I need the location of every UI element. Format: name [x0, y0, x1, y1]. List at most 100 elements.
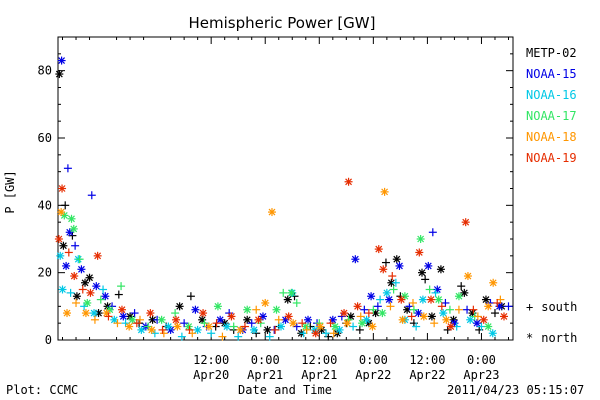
data-point-noaa-19-south — [298, 319, 307, 328]
data-point-noaa-18-south — [159, 329, 168, 338]
data-point-noaa-18-south — [72, 298, 81, 307]
data-point-noaa-18-south — [113, 319, 122, 328]
data-point-metp-02-south — [61, 201, 70, 210]
data-point-noaa-15-north — [119, 312, 128, 321]
x-tick-time-label: 12:00 — [301, 353, 337, 367]
data-point-noaa-16-north — [439, 309, 448, 318]
y-tick-label: 80 — [38, 64, 52, 78]
data-point-noaa-15-north — [57, 56, 66, 65]
data-point-noaa-16-north — [335, 325, 344, 334]
data-point-noaa-15-south — [441, 298, 450, 307]
data-point-noaa-15-north — [395, 261, 404, 270]
data-point-noaa-19-south — [407, 312, 416, 321]
data-point-noaa-16-south — [376, 295, 385, 304]
data-point-noaa-19-north — [146, 309, 155, 318]
data-point-noaa-15-south — [405, 302, 414, 311]
data-point-metp-02-south — [421, 275, 430, 284]
data-point-noaa-19-south — [158, 325, 167, 334]
data-point-noaa-19-north — [284, 312, 293, 321]
data-point-noaa-16-north — [110, 315, 119, 324]
y-tick-label: 0 — [45, 333, 52, 347]
data-point-metp-02-south — [114, 290, 123, 299]
data-point-noaa-17-south — [389, 285, 398, 294]
data-point-noaa-19-south — [437, 302, 446, 311]
marker-legend-label: south — [541, 300, 577, 314]
data-point-noaa-18-north — [316, 322, 325, 331]
data-point-noaa-17-south — [409, 305, 418, 314]
data-point-noaa-17-north — [69, 224, 78, 233]
data-point-noaa-19-north — [427, 295, 436, 304]
data-point-metp-02-south — [490, 309, 499, 318]
x-tick-time-label: 12:00 — [409, 353, 445, 367]
data-point-noaa-19-south — [364, 309, 373, 318]
data-point-noaa-15-north — [258, 312, 267, 321]
data-point-noaa-16-north — [222, 322, 231, 331]
data-point-noaa-15-north — [472, 319, 481, 328]
data-point-noaa-15-north — [191, 305, 200, 314]
data-point-noaa-15-north — [77, 265, 86, 274]
data-point-noaa-18-south — [473, 312, 482, 321]
data-point-metp-02-south — [211, 322, 220, 331]
data-point-noaa-15-south — [504, 302, 513, 311]
x-tick-date-label: Apr22 — [409, 368, 445, 382]
data-point-noaa-19-south — [78, 285, 87, 294]
data-point-noaa-15-south — [63, 164, 72, 173]
data-point-noaa-16-north — [193, 325, 202, 334]
data-point-noaa-17-north — [454, 292, 463, 301]
data-point-noaa-16-north — [488, 329, 497, 338]
data-point-noaa-17-north — [484, 322, 493, 331]
data-point-noaa-18-south — [302, 325, 311, 334]
data-point-noaa-16-north — [137, 325, 146, 334]
data-point-metp-02-north — [427, 312, 436, 321]
data-point-noaa-17-south — [200, 319, 209, 328]
data-point-noaa-17-south — [96, 295, 105, 304]
data-point-noaa-17-south — [279, 288, 288, 297]
data-point-metp-02-north — [418, 268, 426, 277]
data-point-noaa-18-south — [329, 329, 338, 338]
legend-entry-noaa-18: NOAA-18 — [526, 130, 577, 144]
data-point-noaa-15-north — [424, 261, 433, 270]
data-point-noaa-18-south — [408, 298, 417, 307]
data-point-noaa-18-north — [81, 309, 90, 318]
data-point-noaa-16-north — [362, 315, 371, 324]
data-point-noaa-17-north — [128, 315, 137, 324]
plot-credit: Plot: CCMC — [6, 383, 78, 397]
data-point-noaa-17-south — [369, 305, 378, 314]
data-point-metp-02-north — [436, 265, 445, 274]
data-point-noaa-15-north — [65, 228, 74, 237]
data-point-metp-02-north — [283, 295, 292, 304]
data-point-noaa-18-south — [90, 315, 99, 324]
data-point-noaa-16-south — [207, 329, 216, 338]
data-point-noaa-15-north — [414, 309, 423, 318]
data-point-noaa-18-north — [173, 322, 182, 331]
data-point-noaa-19-north — [499, 312, 508, 321]
data-point-noaa-15-north — [367, 292, 376, 301]
x-tick-date-label: Apr21 — [247, 368, 283, 382]
data-point-noaa-19-north — [340, 309, 349, 318]
data-point-noaa-18-south — [252, 305, 261, 314]
data-point-noaa-17-north — [157, 315, 166, 324]
data-point-noaa-16-north — [466, 315, 475, 324]
data-point-noaa-16-south — [322, 329, 331, 338]
data-point-noaa-19-north — [54, 235, 63, 243]
data-point-noaa-19-north — [254, 315, 263, 324]
marker-legend: + south * north — [526, 300, 577, 345]
data-point-noaa-16-south — [412, 322, 421, 331]
marker-legend-label: north — [541, 331, 577, 345]
data-point-noaa-19-north — [199, 309, 208, 318]
data-point-noaa-19-south — [271, 325, 280, 334]
data-point-noaa-19-south — [493, 298, 502, 307]
data-point-noaa-17-south — [171, 309, 180, 318]
data-point-noaa-19-north — [117, 305, 126, 314]
data-point-noaa-17-north — [378, 309, 387, 318]
data-point-noaa-18-north — [398, 315, 407, 324]
legend-entry-noaa-16: NOAA-16 — [526, 88, 577, 102]
data-point-noaa-18-north — [343, 319, 352, 328]
legend: METP-02 NOAA-15 NOAA-16 NOAA-17 NOAA-18 NOAA-… — [526, 46, 577, 165]
data-point-noaa-16-south — [177, 332, 186, 341]
data-point-noaa-18-south — [386, 302, 395, 311]
y-tick-label: 40 — [38, 198, 52, 212]
data-point-noaa-19-north — [172, 315, 181, 324]
data-point-metp-02-north — [387, 278, 396, 287]
x-tick-date-label: Apr20 — [193, 368, 229, 382]
